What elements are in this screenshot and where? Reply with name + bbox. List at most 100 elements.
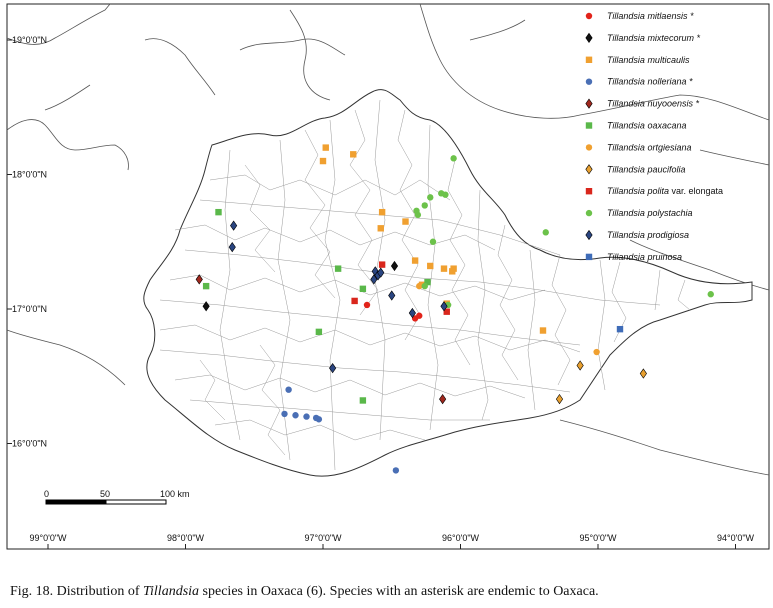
occurrence-marker-14 (427, 262, 434, 270)
longitude-labels: 99°0'0"W 98°0'0"W 97°0'0"W 96°0'0"W 95°0'0"W… (29, 533, 755, 549)
legend-label-2: Tillandsia multicaulis (607, 55, 690, 65)
occurrence-marker-3 (202, 301, 210, 312)
legend-label-11: Tillandsia pruinosa (607, 252, 682, 262)
lat-label-3: 16°0'0"N (12, 439, 47, 449)
occurrence-marker-22 (303, 413, 310, 420)
occurrence-marker-65 (616, 325, 624, 333)
occurrence-marker-27 (439, 393, 447, 405)
legend-marker-0 (585, 12, 593, 20)
occurrence-marker-35 (416, 282, 423, 290)
occurrence-marker-60 (377, 267, 385, 278)
occurrence-marker-33 (315, 328, 323, 336)
occurrence-marker-40 (378, 261, 386, 268)
occurrence-marker-18 (539, 327, 547, 334)
occurrence-marker-5 (322, 144, 329, 151)
occurrence-marker-8 (378, 208, 386, 216)
lat-label-2: 17°0'0"N (12, 304, 47, 314)
scale-label-0: 0 (44, 489, 49, 499)
caption-italic: Tillandsia (143, 584, 200, 599)
occurrence-marker-37 (576, 360, 584, 371)
occurrence-marker-36 (593, 348, 600, 356)
occurrence-marker-21 (292, 412, 299, 419)
occurrence-marker-34 (359, 397, 367, 404)
lon-label-0: 99°0'0"W (29, 533, 67, 543)
lon-label-3: 96°0'0"W (442, 533, 480, 543)
lon-label-4: 95°0'0"W (579, 533, 617, 543)
legend-label-3: Tillandsia nolleriana * (607, 77, 693, 87)
occurrence-marker-41 (351, 297, 358, 305)
occurrence-marker-0 (363, 301, 371, 309)
occurrence-marker-19 (285, 386, 292, 393)
scale-label-100: 100 km (160, 489, 190, 499)
lat-label-1: 18°0'0"N (12, 170, 47, 180)
legend-label-7: Tillandsia paucifolia (607, 164, 685, 174)
occurrence-marker-26 (195, 274, 203, 285)
legend: Tillandsia mitlaensis * Tillandsia mixtec… (585, 11, 723, 262)
occurrence-marker-20 (281, 410, 288, 418)
occurrence-marker-46 (442, 191, 449, 198)
occurrence-marker-61 (388, 290, 396, 301)
occurrence-marker-11 (440, 265, 448, 272)
occurrence-marker-13 (449, 268, 456, 275)
occurrence-marker-9 (377, 225, 384, 232)
legend-marker-7 (585, 164, 593, 175)
scale-bar: 0 50 100 km (44, 489, 190, 505)
legend-marker-5 (585, 122, 593, 129)
legend-marker-1 (585, 32, 593, 44)
occurrence-marker-4 (390, 260, 399, 272)
legend-label-4: Tillandsia nuyooensis * (607, 99, 699, 109)
occurrence-marker-6 (319, 157, 327, 165)
occurrence-marker-43 (450, 155, 457, 162)
caption-prefix: Fig. 18. Distribution of (10, 584, 144, 599)
latitude-labels: 19°0'0"N 18°0'0"N 17°0'0"N 16°0'0"N (7, 35, 47, 449)
occurrence-markers (195, 144, 714, 474)
occurrence-marker-30 (334, 265, 342, 272)
legend-marker-8 (585, 188, 593, 195)
legend-marker-4 (585, 98, 593, 109)
municipality-boundaries (159, 99, 691, 471)
occurrence-marker-25 (392, 467, 400, 474)
lat-label-0: 19°0'0"N (12, 35, 47, 45)
legend-marker-11 (585, 253, 593, 261)
occurrence-marker-56 (228, 242, 236, 253)
figure-caption: Fig. 18. Distribution of Tillandsia spec… (10, 584, 770, 604)
legend-label-9: Tillandsia polystachia (607, 208, 692, 218)
legend-label-6: Tillandsia ortgiesiana (607, 142, 691, 152)
occurrence-marker-63 (440, 301, 448, 312)
occurrence-marker-39 (639, 368, 647, 379)
legend-label-0: Tillandsia mitlaensis * (607, 11, 694, 21)
occurrence-marker-59 (370, 274, 378, 285)
occurrence-marker-2 (416, 312, 423, 319)
legend-marker-3 (585, 78, 593, 85)
occurrence-marker-52 (542, 229, 549, 236)
occurrence-marker-31 (359, 285, 367, 293)
occurrence-marker-10 (402, 218, 409, 225)
scale-label-50: 50 (100, 489, 110, 499)
legend-marker-2 (585, 56, 593, 63)
occurrence-marker-49 (414, 211, 422, 219)
legend-label-rest-8: var. elongata (669, 186, 723, 196)
occurrence-marker-50 (429, 238, 437, 245)
occurrence-marker-29 (202, 282, 210, 290)
occurrence-marker-24 (315, 416, 323, 423)
occurrence-marker-28 (215, 208, 222, 216)
occurrence-marker-55 (230, 220, 238, 231)
state-borders (6, 3, 770, 476)
oaxaca-state-outline (143, 89, 753, 477)
legend-label-8: Tillandsia polita var. elongata (607, 186, 723, 196)
occurrence-marker-51 (421, 282, 428, 290)
occurrence-marker-42 (443, 308, 450, 315)
occurrence-marker-64 (329, 363, 337, 374)
legend-label-5: Tillandsia oaxacana (607, 121, 686, 131)
lon-label-5: 94°0'0"W (717, 533, 755, 543)
occurrence-marker-44 (427, 194, 434, 201)
occurrence-marker-38 (555, 393, 564, 405)
occurrence-marker-53 (707, 291, 714, 298)
occurrence-marker-15 (411, 257, 419, 264)
legend-marker-9 (585, 209, 593, 217)
lon-label-2: 97°0'0"W (304, 533, 342, 543)
legend-label-italic-8: Tillandsia polita (607, 186, 669, 196)
occurrence-marker-32 (424, 278, 431, 286)
legend-label-1: Tillandsia mixtecorum * (607, 33, 700, 43)
